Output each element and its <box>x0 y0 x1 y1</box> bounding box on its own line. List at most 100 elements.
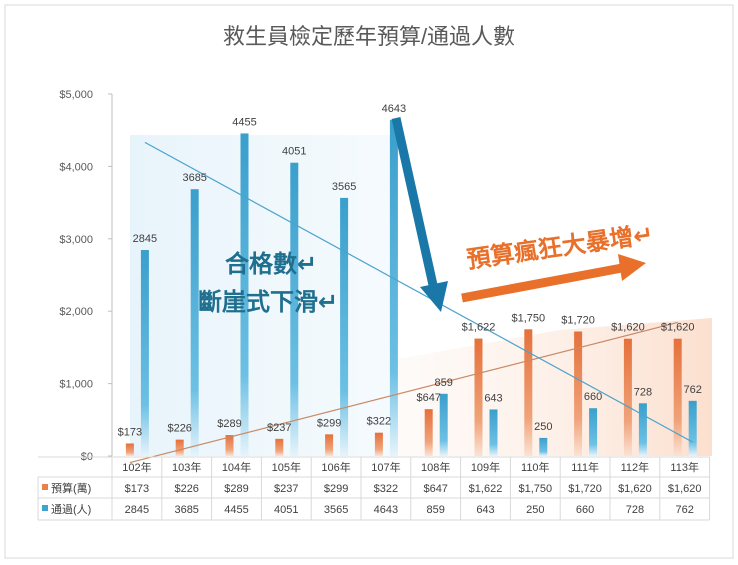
data-label-passed: 4455 <box>232 116 256 128</box>
data-label-passed: 4051 <box>282 146 306 158</box>
table-cell: 4455 <box>224 504 248 516</box>
bar-budget <box>225 435 234 456</box>
table-cell: 3685 <box>174 504 198 516</box>
x-category-label: 105年 <box>272 460 301 474</box>
bar-passed <box>439 393 448 456</box>
highlight-region-orange <box>392 318 712 456</box>
bar-budget <box>175 439 184 456</box>
bar-budget <box>474 338 483 456</box>
bar-passed <box>140 250 149 456</box>
y-tick-label: $2,000 <box>59 306 93 318</box>
y-tick-label: $5,000 <box>59 89 93 101</box>
table-cell: $289 <box>224 483 248 495</box>
bar-budget <box>574 331 583 456</box>
trendline-budget <box>129 321 678 464</box>
bar-budget <box>125 443 134 456</box>
table-cell: 728 <box>626 504 644 516</box>
x-category-label: 109年 <box>471 460 500 474</box>
table-cell: 859 <box>427 504 445 516</box>
x-category-label: 111年 <box>571 460 599 474</box>
data-label-passed: 2845 <box>133 233 157 245</box>
x-category-label: 103年 <box>172 460 201 474</box>
bar-budget <box>424 409 433 456</box>
bar-passed <box>589 408 598 456</box>
data-label-passed: 3565 <box>332 181 356 193</box>
data-label-budget: $299 <box>317 417 341 429</box>
y-tick-label: $1,000 <box>59 379 93 391</box>
table-cell: $647 <box>423 483 447 495</box>
x-category-label: 108年 <box>421 460 450 474</box>
legend-swatch <box>42 505 48 511</box>
highlight-region-blue <box>130 135 392 456</box>
x-category-label: 112年 <box>621 460 650 474</box>
data-label-budget: $1,620 <box>661 322 695 334</box>
table-cell: $1,620 <box>618 483 652 495</box>
bar-budget <box>673 338 682 456</box>
table-cell: 3565 <box>324 504 348 516</box>
data-label-passed: 643 <box>484 392 502 404</box>
bar-passed <box>340 197 349 457</box>
data-label-budget: $1,750 <box>511 312 545 324</box>
bar-budget <box>325 434 334 456</box>
y-tick-label: $3,000 <box>59 234 93 246</box>
bar-passed <box>240 133 249 456</box>
bar-passed <box>539 437 548 456</box>
data-label-budget: $289 <box>217 418 241 430</box>
bar-budget <box>623 338 632 456</box>
data-label-budget: $647 <box>416 392 440 404</box>
table-cell: 660 <box>576 504 594 516</box>
table-cell: 4643 <box>374 504 398 516</box>
legend-swatch <box>42 484 48 490</box>
x-category-label: 107年 <box>371 460 400 474</box>
trendline-passed <box>144 141 693 443</box>
bar-budget <box>275 438 284 456</box>
blue-down-arrow <box>391 117 448 312</box>
bar-budget <box>374 432 383 456</box>
table-cell: 2845 <box>125 504 149 516</box>
table-cell: 250 <box>526 504 544 516</box>
x-category-label: 104年 <box>222 460 251 474</box>
legend-label: 通過(人) <box>51 503 91 516</box>
bar-budget <box>524 329 533 456</box>
data-label-passed: 4643 <box>382 103 406 115</box>
table-cell: $226 <box>174 483 198 495</box>
data-label-budget: $1,622 <box>462 322 496 334</box>
annotation-pass-count: 合格數↵ <box>225 250 317 278</box>
table-cell: $322 <box>374 483 398 495</box>
y-tick-label: $4,000 <box>59 161 93 173</box>
bar-passed <box>290 162 299 457</box>
table-cell: $1,620 <box>668 483 702 495</box>
bar-passed <box>489 409 498 456</box>
data-label-budget: $1,720 <box>561 314 595 326</box>
table-cell: 762 <box>676 504 694 516</box>
table-cell: $1,622 <box>469 483 503 495</box>
data-label-passed: 660 <box>584 391 602 403</box>
table-cell: $1,750 <box>518 483 552 495</box>
table-cell: $299 <box>324 483 348 495</box>
data-label-passed: 859 <box>435 377 453 389</box>
bar-passed <box>190 189 199 456</box>
data-label-budget: $1,620 <box>611 322 645 334</box>
data-label-budget: $226 <box>167 423 191 435</box>
bar-passed <box>688 400 697 456</box>
x-category-label: 113年 <box>670 460 699 474</box>
table-cell: 4051 <box>274 504 298 516</box>
x-category-label: 102年 <box>122 460 151 474</box>
data-label-budget: $173 <box>118 426 142 438</box>
annotation-cliff-drop: 斷崖式下滑↵ <box>198 289 338 316</box>
data-label-passed: 3685 <box>182 172 206 184</box>
data-label-passed: 250 <box>534 421 552 433</box>
data-label-passed: 762 <box>684 384 702 396</box>
table-cell: 643 <box>476 504 494 516</box>
bar-passed <box>638 403 647 456</box>
chart-title: 救生員檢定歷年預算/通過人數 <box>223 24 515 49</box>
data-label-budget: $322 <box>367 416 391 428</box>
table-cell: $173 <box>125 483 149 495</box>
data-label-passed: 728 <box>634 386 652 398</box>
table-cell: $1,720 <box>568 483 602 495</box>
table-cell: $237 <box>274 483 298 495</box>
orange-up-arrow <box>461 254 646 303</box>
x-category-label: 106年 <box>321 460 350 474</box>
bar-passed <box>389 119 398 456</box>
